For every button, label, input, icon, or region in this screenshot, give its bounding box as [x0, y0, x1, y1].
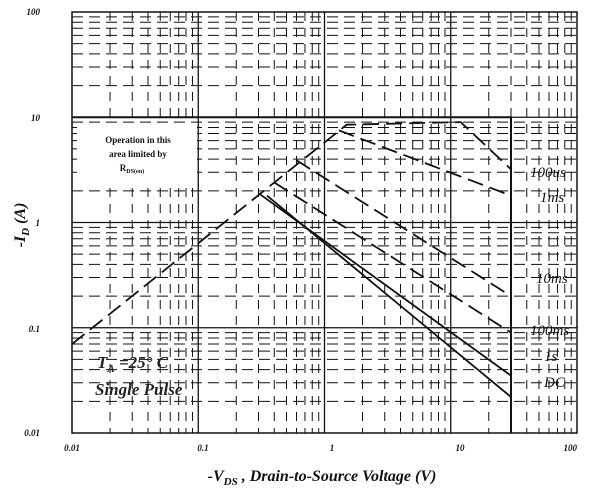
y-tick-labels: 100 10 1 0.1 0.01	[24, 7, 40, 438]
condition-ta-sub: A	[106, 363, 114, 375]
x-axis-title-sub: DS	[223, 476, 238, 488]
x-tick-label: 0.01	[64, 443, 80, 453]
series-line-100ms	[273, 181, 512, 334]
svg-text:RDS(on): RDS(on)	[120, 163, 145, 175]
test-conditions: TA =25° C Single Pulse	[95, 353, 183, 399]
curve-label-10ms: 10ms	[536, 271, 568, 287]
curve-label-1ms: 1ms	[540, 190, 564, 206]
x-tick-labels: 0.01 0.1 1 10 100	[64, 443, 577, 453]
curve-labels: 100us 1ms 10ms 100ms 1s DC	[530, 165, 569, 391]
rds-box-line3-sub: DS(on)	[126, 168, 144, 175]
svg-text:TA =25° C: TA =25° C	[97, 353, 169, 375]
series-line-dc	[266, 194, 512, 398]
curve-label-dc: DC	[543, 375, 566, 391]
x-axis-title: -VDS , Drain-to-Source Voltage (V)	[208, 468, 437, 488]
condition-pulse: Single Pulse	[95, 380, 183, 399]
curve-label-100us: 100us	[530, 165, 566, 181]
rds-box-line3: R	[120, 163, 127, 173]
rds-on-box: Operation in this area limited by RDS(on…	[77, 124, 197, 186]
series-line-100us	[71, 121, 512, 345]
condition-ta: T	[97, 353, 108, 372]
y-tick-label: 1	[36, 218, 41, 228]
limit-box-line	[72, 116, 512, 433]
y-axis-title: -ID (A)	[12, 203, 32, 248]
condition-ta-value: =25° C	[115, 353, 169, 372]
series-line-10ms	[296, 159, 512, 297]
y-tick-label: 10	[31, 113, 41, 123]
x-axis-title-rest: , Drain-to-Source Voltage (V)	[238, 468, 437, 485]
rds-box-line2: area limited by	[109, 149, 167, 159]
y-axis-title-prefix: -I	[12, 235, 29, 247]
x-tick-label: 100	[564, 443, 578, 453]
curve-label-100ms: 100ms	[530, 323, 569, 339]
grid	[72, 12, 577, 433]
y-axis-title-sub: D	[20, 228, 32, 237]
y-tick-label: 100	[27, 7, 41, 17]
curve-label-1s: 1s	[544, 349, 558, 365]
y-tick-label: 0.1	[29, 324, 40, 334]
x-axis-title-prefix: -V	[208, 468, 225, 485]
x-tick-label: 10	[456, 443, 466, 453]
rds-box-line1: Operation in this	[105, 135, 171, 145]
series-layer	[71, 116, 512, 433]
y-axis-title-rest: (A)	[12, 203, 29, 228]
series-line-1ms	[338, 129, 512, 197]
y-tick-label: 0.01	[24, 428, 40, 438]
x-tick-label: 1	[330, 443, 335, 453]
x-tick-label: 0.1	[197, 443, 208, 453]
plot-frame	[71, 11, 578, 434]
